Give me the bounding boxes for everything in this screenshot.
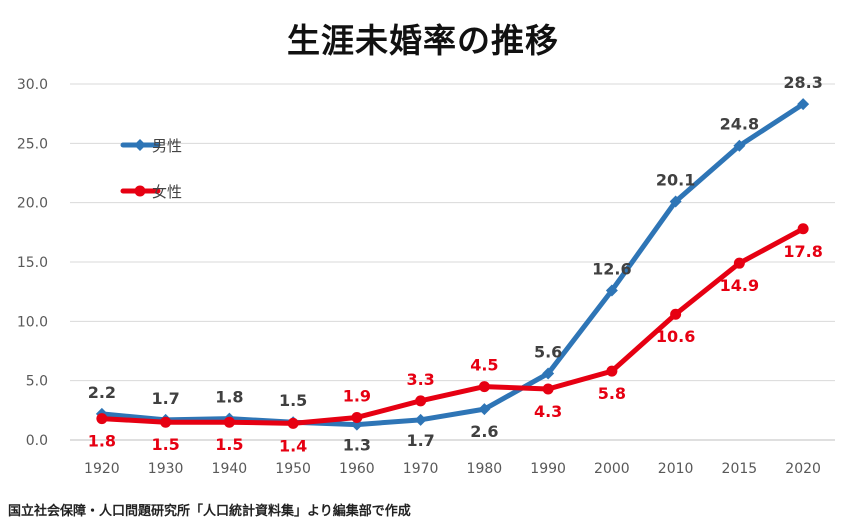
data-label-female: 14.9 (720, 276, 759, 295)
y-tick-label: 15.0 (17, 255, 48, 271)
data-label-male: 1.7 (406, 431, 434, 450)
chart-title: 生涯未婚率の推移 (287, 21, 559, 60)
data-label-male: 28.3 (783, 73, 822, 92)
legend-label: 女性 (152, 183, 182, 201)
data-point-female (287, 417, 299, 429)
legend-marker-male (134, 139, 146, 151)
data-label-female: 1.5 (151, 435, 179, 454)
series-line-2 (99, 226, 806, 426)
data-point-female (733, 257, 745, 269)
data-point-female (606, 365, 618, 377)
data-label-male: 2.6 (470, 422, 498, 441)
data-label-female: 3.3 (406, 370, 434, 389)
data-point-female (223, 416, 235, 428)
x-tick-label: 1970 (403, 461, 439, 477)
data-label-male: 1.7 (151, 389, 179, 408)
series-line-1 (99, 101, 806, 428)
data-point-female (351, 411, 363, 423)
data-label-female: 17.8 (783, 242, 822, 261)
x-tick-label: 1980 (467, 461, 503, 477)
y-tick-label: 10.0 (17, 314, 48, 330)
y-tick-label: 20.0 (17, 196, 48, 212)
data-label-female: 5.8 (598, 384, 626, 403)
data-label-male: 1.5 (279, 391, 307, 410)
axes: 0.0 5.0 10.0 15.0 20.0 25.0 30.0 1920 1930 1940 19… (17, 77, 835, 477)
data-point-male (669, 195, 682, 208)
data-point-male (605, 284, 618, 297)
x-tick-label: 2020 (785, 461, 821, 477)
x-tick-label: 2015 (722, 461, 758, 477)
data-point-male (414, 413, 427, 426)
data-label-female: 1.5 (215, 435, 243, 454)
data-label-male: 20.1 (656, 170, 695, 189)
data-point-female (478, 381, 490, 393)
data-label-male: 1.8 (215, 388, 243, 407)
data-point-female (415, 395, 427, 407)
x-tick-label: 1940 (212, 461, 248, 477)
data-point-female (797, 223, 809, 235)
y-tick-label: 5.0 (26, 374, 48, 390)
x-tick-label: 1920 (84, 461, 120, 477)
data-point-female (542, 383, 554, 395)
x-tick-label: 1990 (530, 461, 566, 477)
data-point-female (160, 416, 172, 428)
legend-label: 男性 (152, 137, 182, 155)
data-point-male (542, 367, 555, 380)
data-label-female: 1.8 (88, 432, 116, 451)
data-label-male: 5.6 (534, 343, 562, 362)
data-point-male (478, 403, 491, 416)
data-label-male: 2.2 (88, 383, 116, 402)
y-tick-label: 30.0 (17, 77, 48, 93)
x-tick-label: 2000 (594, 461, 630, 477)
legend-marker-female (134, 185, 146, 197)
data-label-male: 12.6 (592, 259, 631, 278)
y-tick-label: 25.0 (17, 136, 48, 152)
data-point-female (96, 413, 108, 425)
data-label-female: 1.4 (279, 436, 307, 455)
data-point-male (797, 98, 810, 111)
gridlines (70, 83, 835, 382)
y-tick-label: 0.0 (26, 433, 48, 449)
data-label-female: 4.3 (534, 402, 562, 421)
data-label-male: 24.8 (720, 115, 759, 134)
source-note: 国立社会保障・人口問題研究所「人口統計資料集」より編集部で作成 (8, 504, 411, 519)
x-tick-label: 1930 (148, 461, 184, 477)
data-label-female: 10.6 (656, 327, 695, 346)
x-tick-label: 2010 (658, 461, 694, 477)
data-point-female (670, 308, 682, 320)
data-point-male (733, 139, 746, 152)
x-tick-label: 1950 (275, 461, 311, 477)
data-label-male: 1.3 (343, 436, 371, 455)
data-label-female: 1.9 (343, 386, 371, 405)
series-lines (95, 98, 810, 431)
x-tick-label: 1960 (339, 461, 375, 477)
data-label-female: 4.5 (470, 356, 498, 375)
data-labels: 2.2 1.7 1.8 1.5 1.3 1.7 2.6 5.6 12.6 20.1 24.8 28.3… (88, 73, 823, 455)
